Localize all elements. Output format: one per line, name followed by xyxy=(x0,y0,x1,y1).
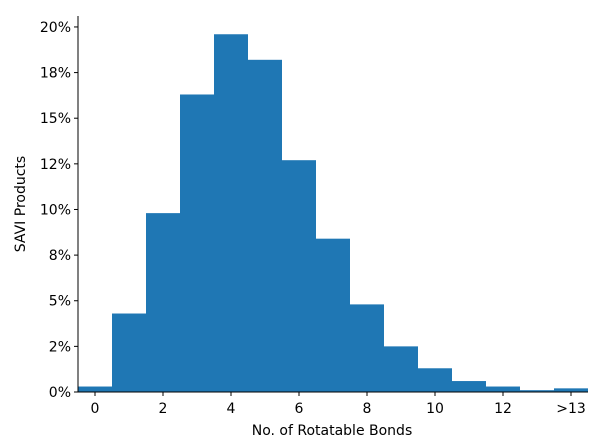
y-tick-label: 0% xyxy=(49,385,71,401)
x-tick-label: 8 xyxy=(363,401,372,417)
histogram-bar-0 xyxy=(78,386,112,392)
y-axis: 0% 2% 5% 8% 10% 12% 15% 18% 20% xyxy=(40,16,79,401)
x-tick-label: 12 xyxy=(494,401,512,417)
y-tick-label: 15% xyxy=(40,111,71,127)
x-tick-label: 2 xyxy=(159,401,168,417)
x-axis: 0 2 4 6 8 10 12 >13 xyxy=(78,391,588,417)
bars-group xyxy=(78,34,588,393)
histogram-bar-11 xyxy=(452,381,486,392)
x-tick-label: 10 xyxy=(426,401,444,417)
histogram-bar-3 xyxy=(180,94,214,392)
histogram-bar-4 xyxy=(214,34,248,392)
histogram-bar-10 xyxy=(418,368,452,392)
histogram-bar-9 xyxy=(384,346,418,392)
histogram-bar-5 xyxy=(248,59,282,393)
y-tick-label: 20% xyxy=(40,20,71,36)
x-tick-label: >13 xyxy=(556,401,586,417)
y-tick-label: 18% xyxy=(40,66,71,82)
y-tick-label: 2% xyxy=(49,339,71,355)
x-tick-label: 0 xyxy=(91,401,100,417)
histogram-bar-2 xyxy=(146,213,180,392)
y-tick-label: 5% xyxy=(49,294,71,310)
x-tick-label: 4 xyxy=(227,401,236,417)
y-tick-label: 8% xyxy=(49,248,71,264)
histogram-bar-7 xyxy=(316,238,350,392)
histogram-bar-6 xyxy=(282,160,316,392)
y-tick-label: 12% xyxy=(40,157,71,173)
histogram-bar-1 xyxy=(112,313,146,392)
x-axis-label: No. of Rotatable Bonds xyxy=(252,423,413,439)
x-tick-label: 6 xyxy=(295,401,304,417)
y-tick-label: 10% xyxy=(40,202,71,218)
histogram-bar-12 xyxy=(486,386,520,392)
y-axis-label: SAVI Products xyxy=(13,156,29,252)
histogram-bar-gt13 xyxy=(554,388,588,392)
histogram-bar-8 xyxy=(350,304,384,392)
histogram-bar-13 xyxy=(520,390,554,392)
